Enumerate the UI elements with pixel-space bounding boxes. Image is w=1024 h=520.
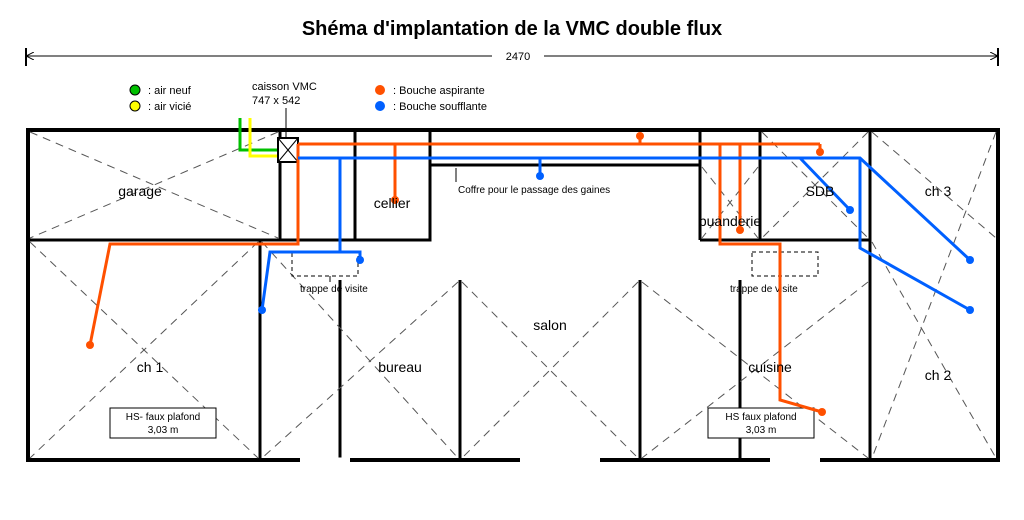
label-cellier: cellier — [374, 195, 411, 211]
label-garage: garage — [118, 183, 162, 199]
caisson-line1: caisson VMC — [252, 81, 317, 93]
hs2-line1: HS faux plafond — [725, 412, 796, 423]
legend-air-neuf: : air neuf — [148, 85, 192, 97]
floor-plan-svg: 2470 : air neuf : air vicié : Bouche asp… — [0, 0, 1024, 520]
label-ch1: ch 1 — [137, 359, 164, 375]
trappes — [292, 252, 818, 276]
label-buanderie: buanderie — [699, 213, 761, 229]
coffre-note: Coffre pour le passage des gaines — [450, 168, 690, 196]
trappe1-text: trappe de visite — [300, 284, 368, 295]
legend-air-vicie: : air vicié — [148, 101, 191, 113]
hs1-line2: 3,03 m — [148, 425, 179, 436]
label-ch2: ch 2 — [925, 367, 952, 383]
dim-total-value: 2470 — [506, 51, 530, 63]
hs-boxes — [110, 408, 814, 438]
trappe2-text: trappe de visite — [730, 284, 798, 295]
overall-dimension: 2470 — [26, 48, 998, 66]
duct-intake — [240, 118, 278, 156]
caisson-label: caisson VMC 747 x 542 — [252, 81, 317, 145]
legend-soufflante: : Bouche soufflante — [393, 101, 487, 113]
label-salon: salon — [533, 317, 566, 333]
hs1-line1: HS- faux plafond — [126, 412, 201, 423]
caisson-line2: 747 x 542 — [252, 95, 300, 107]
label-ch3: ch 3 — [925, 183, 952, 199]
room-labels: garage cellier salon bureau ch 1 ch 2 ch… — [118, 183, 951, 383]
label-bureau: bureau — [378, 359, 422, 375]
label-sdb: SDB — [806, 183, 835, 199]
legend-aspirante: : Bouche aspirante — [393, 85, 485, 97]
hs2-line2: 3,03 m — [746, 425, 777, 436]
caisson-box — [278, 138, 298, 162]
coffre-text: Coffre pour le passage des gaines — [458, 185, 610, 196]
label-cuisine: cuisine — [748, 359, 792, 375]
